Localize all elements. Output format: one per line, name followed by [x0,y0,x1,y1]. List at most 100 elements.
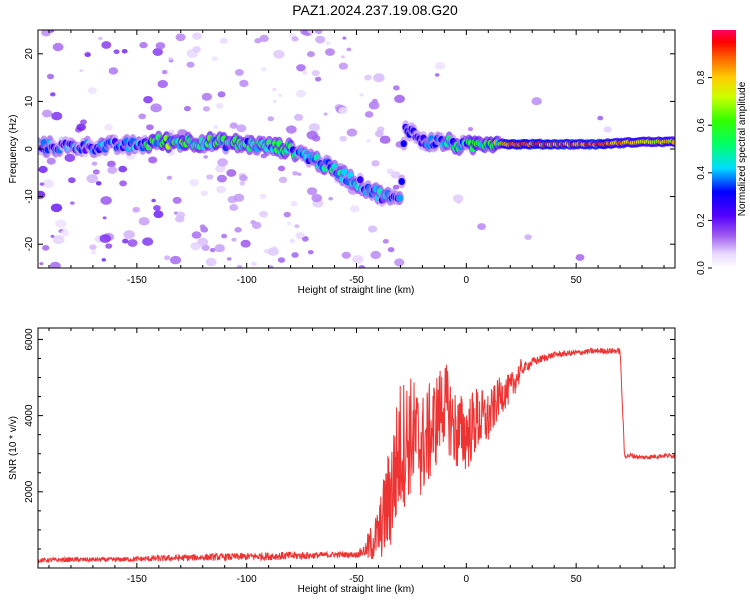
x-tick-label: -100 [237,574,257,585]
heatmap-speckle [341,251,351,259]
heatmap-ridge-cell [357,176,364,184]
heatmap-speckle [296,64,306,72]
heatmap-speckle [132,206,141,213]
heatmap-speckle [346,128,358,137]
heatmap-speckle [285,125,297,134]
heatmap-speckle [46,157,56,165]
heatmap-speckle [254,38,262,44]
heatmap-speckle [39,262,44,266]
heatmap-speckle [358,265,365,268]
heatmap-speckle [286,221,292,226]
spectrogram-x-axis: -150 -100 -50 0 50 [48,30,665,286]
heatmap-speckle [142,237,154,246]
heatmap-speckle [311,135,321,142]
heatmap-speckle [42,179,54,188]
heatmap-speckle [477,223,487,230]
heatmap-speckle [127,239,138,247]
x-tick-label: -150 [127,574,147,585]
spectrogram-xlabel: Height of straight line (km) [298,285,415,296]
heatmap-speckle [123,230,135,239]
heatmap-speckle [121,48,128,54]
heatmap-speckle [51,111,63,121]
heatmap-speckle [597,115,604,121]
heatmap-speckle [186,61,195,68]
heatmap-speckle [217,91,226,98]
heatmap-speckle [172,196,182,204]
heatmap-speckle [367,225,378,233]
heatmap-ridge-cell [400,140,407,148]
heatmap-ridge-cell [396,194,403,202]
heatmap-speckle [106,160,116,168]
heatmap-speckle [346,47,352,52]
spectrogram-y-axis: -20 -10 0 10 20 [24,48,675,251]
y-tick-label: 0 [24,146,35,152]
heatmap-speckle [315,30,323,35]
heatmap-speckle [164,255,171,261]
heatmap-speckle [306,51,315,58]
heatmap-speckle [233,193,245,202]
heatmap-speckle [250,261,257,267]
heatmap-speckle [170,255,182,265]
y-tick-label: 20 [24,48,35,60]
heatmap-speckle [50,92,56,97]
heatmap-speckle [374,130,384,138]
heatmap-speckle [340,55,345,59]
heatmap-speckle [60,229,70,237]
heatmap-speckle [387,247,395,253]
y-tick-label: 6000 [24,328,35,351]
heatmap-speckle [175,33,186,42]
y-tick-label: 2000 [24,480,35,503]
figure-title: PAZ1.2024.237.19.08.G20 [292,2,458,18]
heatmap-speckle [603,126,612,133]
heatmap-speckle [89,244,97,251]
heatmap-speckle [273,49,285,59]
heatmap-speckle [168,57,174,61]
snr-y-axis: 2000 4000 6000 [24,328,675,550]
x-tick-label: 50 [571,275,583,286]
heatmap-speckle [371,160,380,167]
x-tick-label: 0 [464,574,470,585]
heatmap-speckle [239,79,249,88]
heatmap-speckle [325,48,335,56]
heatmap-speckle [79,69,84,73]
heatmap-speckle [91,161,98,166]
heatmap-speckle [364,111,374,118]
heatmap-speckle [148,156,158,164]
heatmap-speckle [203,155,209,159]
heatmap-speckle [216,174,227,183]
heatmap-speckle [76,123,86,131]
heatmap-speckle [122,238,129,244]
heatmap-speckle [311,193,323,203]
heatmap-speckle [100,196,112,205]
heatmap-speckle [215,164,226,173]
spectrogram-ylabel: Frequency (Hz) [8,115,19,184]
heatmap-speckle [370,250,381,260]
heatmap-speckle [283,211,291,218]
heatmap-speckle [46,73,55,80]
heatmap-speckle [91,250,96,255]
heatmap-speckle [292,170,299,176]
heatmap-speckle [278,176,288,184]
heatmap-speckle [215,102,224,109]
heatmap-speckle [201,92,212,101]
heatmap-speckle [38,190,46,199]
heatmap-speckle [101,41,112,49]
heatmap-speckle [217,158,228,167]
heatmap-speckle [259,210,269,218]
heatmap-speckle [295,89,307,98]
heatmap-speckle [315,35,326,44]
heatmap-speckle [50,203,63,213]
heatmap-speckle [339,135,347,142]
heatmap-speckle [386,168,394,175]
heatmap-speckle [291,36,299,42]
heatmap-speckle [143,95,153,104]
heatmap-speckle [314,76,322,82]
heatmap-speckle [206,174,214,180]
heatmap-speckle [236,124,247,133]
heatmap-speckle [105,243,113,249]
heatmap-speckle [368,101,380,110]
heatmap-speckle [234,68,244,76]
colorbar: 0.0 0.2 0.4 0.6 0.8 Normalized spectral ampl… [696,30,748,275]
heatmap-speckle [240,239,251,248]
